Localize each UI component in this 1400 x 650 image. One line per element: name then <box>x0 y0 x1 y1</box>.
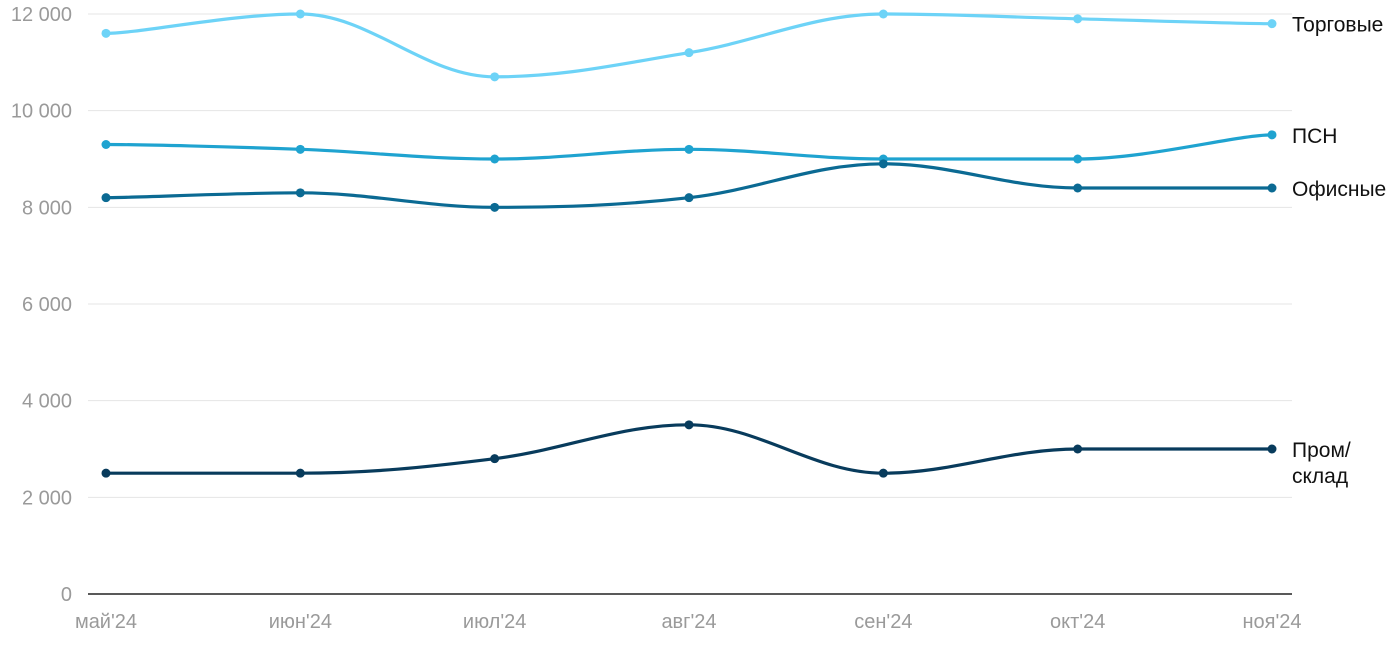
x-tick-label: июл'24 <box>463 611 526 633</box>
y-tick-label: 2 000 <box>22 487 72 509</box>
series-1 <box>101 130 1277 164</box>
data-point <box>1073 183 1083 193</box>
y-tick-label: 12 000 <box>11 4 72 26</box>
series-label: склад <box>1292 465 1348 488</box>
data-point <box>490 454 500 464</box>
data-point <box>684 144 694 154</box>
x-tick-label: ноя'24 <box>1242 611 1301 633</box>
data-point <box>101 140 111 149</box>
y-tick-label: 6 000 <box>22 294 72 316</box>
series-label: Пром/ <box>1292 439 1351 462</box>
data-point <box>101 193 111 203</box>
x-tick-label: авг'24 <box>661 611 716 633</box>
series-2 <box>101 159 1277 212</box>
data-point <box>101 28 111 38</box>
series-group <box>101 9 1277 478</box>
data-point <box>101 468 111 478</box>
x-tick-label: май'24 <box>75 611 137 633</box>
y-axis: 0 2 000 4 000 6 000 8 000 10 000 12 000 <box>11 4 72 606</box>
data-point <box>490 202 500 212</box>
data-point <box>878 9 888 19</box>
series-line <box>104 423 1274 475</box>
series-line <box>104 12 1274 79</box>
series-0 <box>101 9 1277 82</box>
series-3 <box>101 420 1277 478</box>
data-point <box>1267 183 1277 193</box>
y-tick-label: 0 <box>61 584 72 606</box>
data-point <box>684 193 694 203</box>
data-point <box>1073 154 1083 164</box>
series-label: ПСН <box>1292 125 1337 148</box>
y-tick-label: 4 000 <box>22 391 72 413</box>
data-point <box>1267 444 1277 454</box>
y-tick-label: 10 000 <box>11 101 72 123</box>
data-point <box>878 468 888 478</box>
data-point <box>490 154 500 164</box>
data-point <box>295 9 305 19</box>
data-point <box>1267 130 1277 140</box>
data-point <box>295 188 305 198</box>
data-point <box>684 48 694 58</box>
data-point <box>1073 444 1083 454</box>
data-point <box>295 144 305 154</box>
series-label: Офисные <box>1292 178 1386 201</box>
x-tick-label: окт'24 <box>1050 611 1105 633</box>
x-axis: май'24 июн'24 июл'24 авг'24 сен'24 окт'24 ноя'… <box>75 611 1302 633</box>
y-tick-label: 8 000 <box>22 197 72 219</box>
series-labels: Торговые ПСН Офисные Пром/склад <box>1292 14 1386 488</box>
data-point <box>1073 14 1083 24</box>
series-label: Торговые <box>1292 14 1383 37</box>
x-tick-label: сен'24 <box>854 611 912 633</box>
x-tick-label: июн'24 <box>269 611 332 633</box>
data-point <box>684 420 694 430</box>
data-point <box>490 72 500 82</box>
data-point <box>878 159 888 169</box>
data-point <box>295 468 305 478</box>
data-point <box>1267 19 1277 29</box>
